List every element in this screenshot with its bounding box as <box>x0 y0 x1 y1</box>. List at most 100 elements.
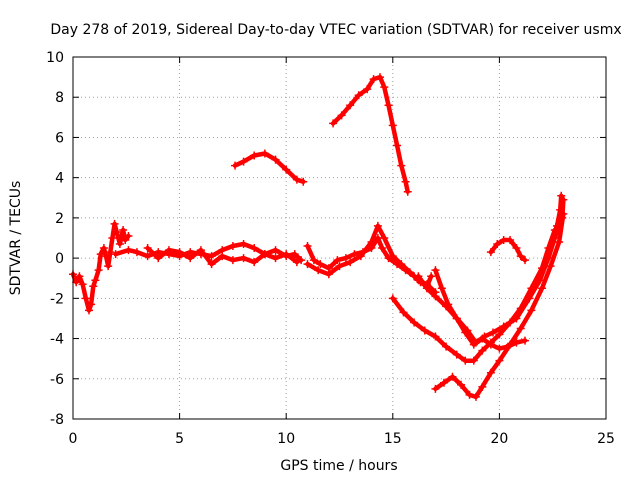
plot-frame <box>72 56 607 420</box>
data-point <box>75 272 84 281</box>
data-point <box>442 342 451 351</box>
data-point <box>218 252 227 261</box>
series-layer <box>69 73 568 401</box>
data-point <box>112 227 121 236</box>
series-trace <box>70 221 131 313</box>
data-point <box>388 252 397 261</box>
series-trace <box>433 211 566 400</box>
data-point <box>478 346 487 355</box>
data-point <box>124 246 133 255</box>
data-point <box>486 340 495 349</box>
data-point <box>506 340 515 349</box>
data-point <box>516 252 525 261</box>
data-point <box>512 314 521 323</box>
data-point <box>431 266 440 275</box>
data-point <box>469 356 478 365</box>
series-trace <box>416 221 562 345</box>
y-tick-label: 0 <box>55 251 64 267</box>
data-point <box>548 238 557 247</box>
data-point <box>403 187 412 196</box>
data-point <box>271 254 280 263</box>
data-point <box>282 165 291 174</box>
data-point <box>535 276 544 285</box>
data-point <box>124 231 133 240</box>
data-point <box>350 250 359 259</box>
data-point <box>401 177 410 186</box>
data-point <box>397 260 406 269</box>
data-point <box>384 101 393 110</box>
data-point <box>239 254 248 263</box>
data-series <box>414 219 564 347</box>
data-series <box>143 244 301 269</box>
data-point <box>452 350 461 359</box>
x-tick-label: 10 <box>277 431 295 447</box>
data-point <box>89 282 98 291</box>
data-point <box>91 276 100 285</box>
data-point <box>520 336 529 345</box>
ticks <box>72 56 607 420</box>
data-point <box>346 258 355 267</box>
data-point <box>552 221 561 230</box>
data-point <box>448 372 457 381</box>
chart-title: Day 278 of 2019, Sidereal Day-to-day VTE… <box>50 22 621 38</box>
data-series <box>329 73 412 196</box>
data-point <box>495 330 504 339</box>
grid-lines <box>73 57 606 419</box>
data-point <box>461 328 470 337</box>
data-point <box>520 256 529 265</box>
data-series <box>69 219 133 315</box>
data-point <box>431 292 440 301</box>
data-point <box>525 294 534 303</box>
data-point <box>489 328 498 337</box>
data-point <box>457 380 466 389</box>
data-point <box>271 155 280 164</box>
data-series <box>486 236 529 265</box>
y-tick-label: -2 <box>50 291 64 307</box>
data-point <box>397 161 406 170</box>
data-point <box>324 270 333 279</box>
data-point <box>420 326 429 335</box>
data-point <box>444 300 453 309</box>
data-point <box>99 244 108 253</box>
data-series <box>231 149 308 186</box>
data-point <box>495 356 504 365</box>
data-point <box>78 280 87 289</box>
data-point <box>84 306 93 315</box>
data-point <box>341 254 350 263</box>
data-point <box>493 240 502 249</box>
data-point <box>388 294 397 303</box>
data-point <box>196 246 205 255</box>
data-point <box>559 195 568 204</box>
data-point <box>369 75 378 84</box>
data-point <box>106 248 115 257</box>
data-point <box>471 392 480 401</box>
data-point <box>250 258 259 267</box>
y-tick-label: 6 <box>55 130 64 146</box>
data-point <box>207 252 216 261</box>
x-tick-label: 0 <box>69 431 78 447</box>
data-point <box>104 262 113 271</box>
data-point <box>87 300 96 309</box>
data-point <box>380 83 389 92</box>
y-tick-label: 8 <box>55 90 64 106</box>
data-point <box>367 238 376 247</box>
data-point <box>329 119 338 128</box>
data-point <box>72 278 81 287</box>
data-point <box>393 141 402 150</box>
data-point <box>164 246 173 255</box>
data-point <box>186 254 195 263</box>
data-point <box>461 356 470 365</box>
data-point <box>558 213 567 222</box>
data-point <box>431 332 440 341</box>
data-point <box>527 306 536 315</box>
data-point <box>207 260 216 269</box>
data-point <box>119 225 128 234</box>
data-point <box>410 318 419 327</box>
data-point <box>356 252 365 261</box>
series-trace <box>330 74 410 194</box>
data-point <box>239 240 248 249</box>
data-point <box>250 244 259 253</box>
data-point <box>452 314 461 323</box>
data-point <box>110 219 119 228</box>
x-tick-label: 25 <box>597 431 615 447</box>
